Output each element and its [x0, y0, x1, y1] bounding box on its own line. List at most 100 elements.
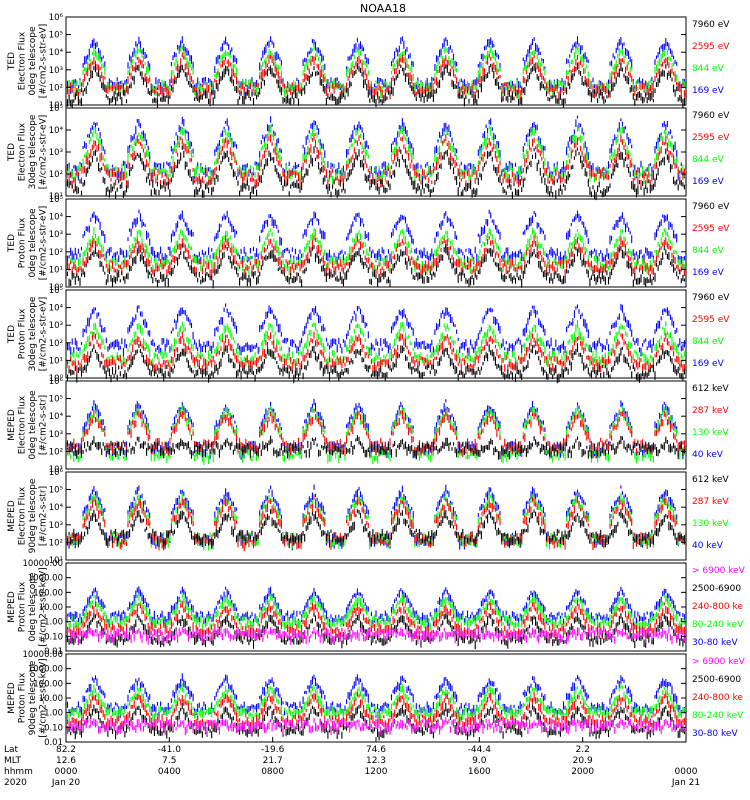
- y-tick-label: 10²: [49, 538, 63, 548]
- y-axis-label-line: TED: [7, 325, 17, 344]
- y-tick-label: 10⁴: [49, 213, 64, 223]
- y-axis-label: MEPEDElectron Flux0deg telescope[#/cm2-s…: [7, 390, 49, 460]
- y-tick-label: 10³: [49, 148, 63, 158]
- panel-8: 0.010.101.0010.00100.001000.0010000.00ME…: [7, 650, 746, 748]
- legend-entry: 2595 eV: [692, 315, 730, 325]
- legend-entry: 7960 eV: [692, 20, 730, 30]
- series-169-ev: [65, 209, 687, 265]
- y-axis-label: MEPEDElectron Flux90deg telescope[#/cm2-…: [7, 478, 49, 553]
- y-tick-label: 10³: [49, 66, 63, 76]
- y-axis-label-line: [#/cm2-s-str-keV]: [39, 658, 49, 737]
- y-tick-label: 10⁰: [49, 283, 64, 293]
- y-tick-label: 10¹: [49, 192, 63, 202]
- legend-entry: 2500-6900: [692, 584, 741, 594]
- panel-frame: [65, 198, 687, 288]
- x-tick-label: -41.0: [158, 745, 182, 755]
- y-tick-label: 10²: [49, 248, 63, 258]
- x-tick-label: -44.4: [468, 745, 492, 755]
- y-axis-label-line: 0deg telescope: [28, 208, 38, 278]
- y-axis-label-line: [#/cm2-s-str-eV]: [39, 115, 49, 190]
- legend-entry: 169 eV: [692, 268, 725, 278]
- y-axis-label-line: [#/cm2-s-str]: [39, 395, 49, 455]
- y-tick-label: 10⁵: [49, 395, 63, 405]
- x-tick-label: 82.2: [56, 745, 76, 755]
- x-tick-label: 74.6: [366, 745, 386, 755]
- x-tick-label: -19.6: [261, 745, 285, 755]
- y-tick-label: 10²: [49, 170, 63, 180]
- y-tick-label: 10.00: [39, 694, 63, 704]
- y-axis-label-line: TED: [7, 52, 17, 71]
- x-tick-label: 0000: [675, 767, 698, 777]
- x-tick-label: 1600: [468, 767, 491, 777]
- legend-entry: 2595 eV: [692, 42, 730, 52]
- y-tick-label: 10⁵: [49, 31, 63, 41]
- y-axis-label-line: TED: [7, 234, 17, 253]
- y-axis-label-line: [#/cm2-s-str]: [39, 486, 49, 546]
- y-axis-label-line: Proton Flux: [18, 217, 28, 268]
- legend-entry: 169 eV: [692, 86, 725, 96]
- x-tick-label: 7.5: [162, 756, 176, 766]
- legend-entry: 30-80 keV: [692, 729, 738, 739]
- y-axis-label-line: [#/cm2-s-str-eV]: [39, 297, 49, 372]
- y-axis-label-line: 0deg telescope: [28, 390, 38, 460]
- y-tick-label: 10³: [49, 430, 63, 440]
- y-tick-label: 10¹: [49, 265, 63, 275]
- y-tick-label: 10⁴: [49, 48, 64, 58]
- legend-entry: 844 eV: [692, 337, 725, 347]
- y-axis-label-line: Electron Flux: [18, 486, 28, 545]
- y-axis-label-line: Proton Flux: [18, 308, 28, 359]
- x-tick-label: 12.3: [366, 756, 386, 766]
- legend-entry: 287 keV: [692, 406, 729, 416]
- legend-entry: 130 keV: [692, 519, 729, 529]
- series-2595-ev: [65, 133, 687, 190]
- y-tick-label: 10⁵: [49, 486, 63, 496]
- y-axis-label-line: [#/cm2-s-str-eV]: [39, 206, 49, 281]
- y-tick-label: 10⁵: [49, 286, 63, 296]
- y-axis-label: TEDElectron Flux0deg telescope[#/cm2-s-s…: [7, 24, 49, 99]
- legend-entry: 7960 eV: [692, 202, 730, 212]
- legend-entry: 2595 eV: [692, 224, 730, 234]
- legend-entry: > 6900 keV: [692, 566, 746, 576]
- y-tick-label: 1000.00: [28, 574, 63, 584]
- y-tick-label: 10.00: [39, 603, 63, 613]
- x-tick-label: 12.6: [56, 756, 76, 766]
- x-row-label: MLT: [4, 756, 22, 766]
- y-axis-label-line: MEPED: [7, 500, 17, 532]
- y-tick-label: 0.10: [44, 632, 63, 642]
- x-tick-label: 2000: [571, 767, 594, 777]
- legend-entry: 169 eV: [692, 177, 725, 187]
- y-tick-label: 10⁴: [49, 503, 64, 513]
- legend-entry: 612 keV: [692, 384, 729, 394]
- y-tick-label: 10⁶: [49, 468, 64, 478]
- y-axis-label-line: TED: [7, 143, 17, 162]
- y-tick-label: 10000.00: [22, 650, 63, 660]
- x-tick-label: 21.7: [263, 756, 283, 766]
- legend-entry: 612 keV: [692, 475, 729, 485]
- x-row-label: 2020: [4, 778, 27, 788]
- y-tick-label: 1.00: [44, 618, 63, 628]
- y-tick-label: 10¹: [49, 101, 63, 111]
- legend-entry: 240-800 ke: [692, 602, 743, 612]
- legend-entry: 844 eV: [692, 64, 725, 74]
- y-tick-label: 1.00: [44, 709, 63, 719]
- y-axis-label: TEDProton Flux0deg telescope[#/cm2-s-str…: [7, 206, 49, 281]
- x-tick-label: 2.2: [576, 745, 590, 755]
- y-axis-label-line: Electron Flux: [18, 122, 28, 181]
- y-tick-label: 0.01: [44, 738, 63, 748]
- legend-entry: 169 eV: [692, 359, 725, 369]
- y-tick-label: 10⁶: [49, 377, 64, 387]
- y-tick-label: 10⁵: [49, 104, 63, 114]
- y-axis-label: TEDElectron Flux30deg telescope[#/cm2-s-…: [7, 114, 49, 189]
- x-tick-label: 20.9: [573, 756, 593, 766]
- x-tick-label: Jan 21: [671, 778, 700, 788]
- y-tick-label: 10¹: [49, 556, 63, 566]
- x-tick-label: 0000: [55, 767, 78, 777]
- legend-entry: 40 keV: [692, 541, 724, 551]
